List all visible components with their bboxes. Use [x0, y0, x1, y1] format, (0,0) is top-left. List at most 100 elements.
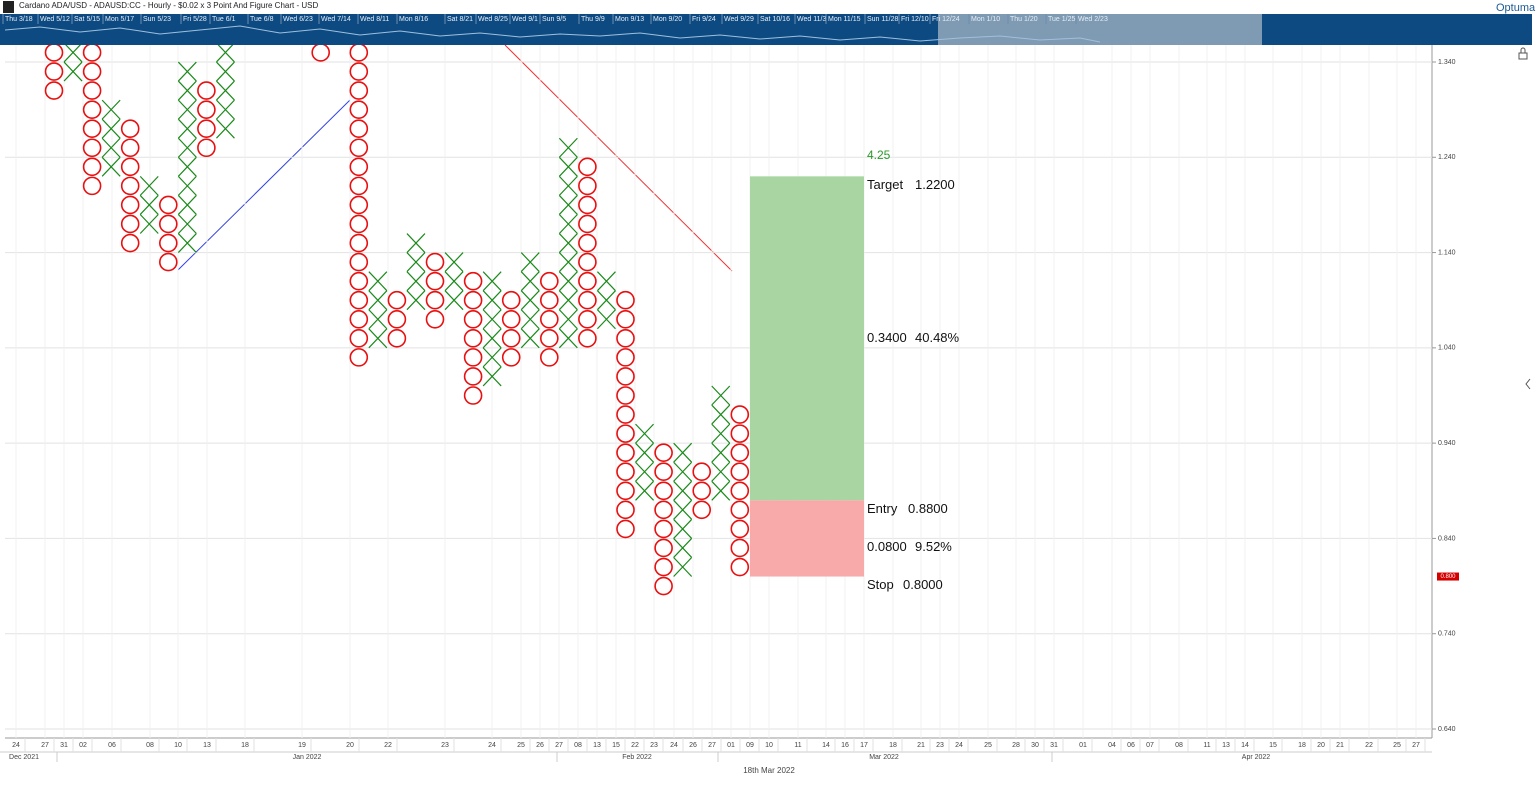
navigator-label: Sun 9/5 — [542, 16, 566, 23]
o-box — [463, 271, 483, 291]
o-box — [730, 481, 750, 501]
o-box — [578, 290, 597, 310]
stop-label: Stop — [867, 577, 894, 592]
x-box — [673, 480, 693, 501]
x-box — [216, 118, 235, 139]
x-column — [406, 233, 426, 311]
x-column — [635, 423, 654, 501]
x-tick-label: 22 — [384, 742, 392, 749]
x-tick-label: 25 — [1393, 742, 1401, 749]
x-tick-label: 15 — [1269, 742, 1277, 749]
o-box — [425, 271, 445, 291]
x-box — [520, 309, 540, 330]
o-box — [82, 138, 102, 158]
o-box — [654, 462, 673, 482]
risk-label-value: 9.52% — [915, 539, 952, 554]
x-tick-label: 11 — [1203, 742, 1210, 749]
o-box — [387, 290, 407, 310]
navigator-label: Fri 9/24 — [692, 16, 716, 23]
navigator-label: Wed 6/23 — [283, 16, 313, 23]
x-column — [520, 252, 540, 349]
collapse-arrow[interactable] — [1525, 378, 1531, 390]
navigator-label: Wed 2/23 — [1078, 16, 1108, 23]
navigator-label: Fri 12/10 — [901, 16, 929, 23]
x-box — [177, 233, 197, 253]
y-tick-label: 1.040 — [1438, 345, 1456, 352]
x-tick-label: 24 — [12, 742, 20, 749]
x-column — [368, 271, 388, 349]
target-label: Target — [867, 177, 904, 192]
navigator-window[interactable] — [938, 14, 1262, 45]
o-box — [654, 557, 673, 577]
x-column — [216, 45, 235, 139]
o-box — [82, 157, 102, 177]
menu-icon[interactable] — [3, 1, 14, 13]
navigator-label: Thu 3/18 — [5, 16, 33, 23]
navigator-label: Mon 9/13 — [615, 16, 644, 23]
x-tick-label: 19 — [298, 742, 306, 749]
o-box — [197, 81, 216, 100]
x-box — [139, 175, 159, 196]
x-period-label: Feb 2022 — [622, 754, 652, 761]
x-box — [177, 61, 197, 82]
x-tick-label: 02 — [79, 742, 87, 749]
x-column — [482, 271, 502, 387]
x-box — [711, 385, 731, 406]
o-box — [349, 45, 369, 62]
target-label-value: 1.2200 — [915, 177, 955, 192]
o-box — [463, 290, 483, 310]
x-column — [444, 252, 464, 311]
o-box — [692, 500, 712, 520]
navigator-label: Thu 1/20 — [1010, 16, 1038, 23]
x-box — [482, 290, 502, 311]
navigator-label: Mon 5/17 — [105, 16, 134, 23]
x-tick-label: 06 — [108, 742, 116, 749]
x-tick-label: 27 — [555, 742, 563, 749]
o-box — [349, 81, 369, 100]
o-column — [501, 290, 521, 367]
x-tick-label: 31 — [60, 742, 68, 749]
x-tick-label: 18 — [1298, 742, 1306, 749]
x-period-label: Mar 2022 — [869, 754, 899, 761]
o-box — [539, 290, 559, 310]
x-box — [711, 480, 731, 501]
x-box — [406, 233, 426, 253]
last-price-tag — [1437, 572, 1459, 581]
o-column — [387, 290, 407, 348]
o-box — [692, 481, 712, 501]
o-box — [654, 500, 673, 520]
x-box — [101, 137, 121, 158]
o-box — [730, 519, 750, 539]
navigator[interactable] — [0, 14, 1532, 45]
o-box — [654, 481, 673, 501]
o-box — [578, 157, 597, 177]
x-tick-label: 10 — [765, 742, 773, 749]
x-box — [368, 328, 388, 349]
o-column — [159, 195, 178, 272]
o-box — [387, 329, 407, 348]
o-column — [692, 462, 712, 520]
o-column — [44, 45, 64, 100]
o-box — [578, 176, 597, 196]
trend-line — [504, 45, 733, 272]
x-box — [482, 347, 502, 368]
x-box — [216, 61, 235, 82]
x-tick-label: 08 — [1175, 742, 1183, 749]
navigator-label: Fri 12/24 — [932, 16, 960, 23]
o-box — [616, 424, 635, 443]
o-column — [578, 157, 597, 348]
o-box — [349, 290, 369, 310]
o-box — [616, 519, 635, 539]
x-box — [711, 423, 731, 444]
x-tick-label: 31 — [1050, 742, 1058, 749]
x-box — [673, 461, 693, 482]
x-box — [482, 309, 502, 330]
o-box — [730, 405, 750, 424]
x-box — [558, 233, 578, 253]
risk-label: 0.0800 — [867, 539, 907, 554]
o-box — [159, 233, 178, 253]
x-box — [520, 252, 540, 273]
o-column — [539, 271, 559, 367]
x-box — [635, 442, 654, 463]
x-column — [139, 175, 159, 234]
